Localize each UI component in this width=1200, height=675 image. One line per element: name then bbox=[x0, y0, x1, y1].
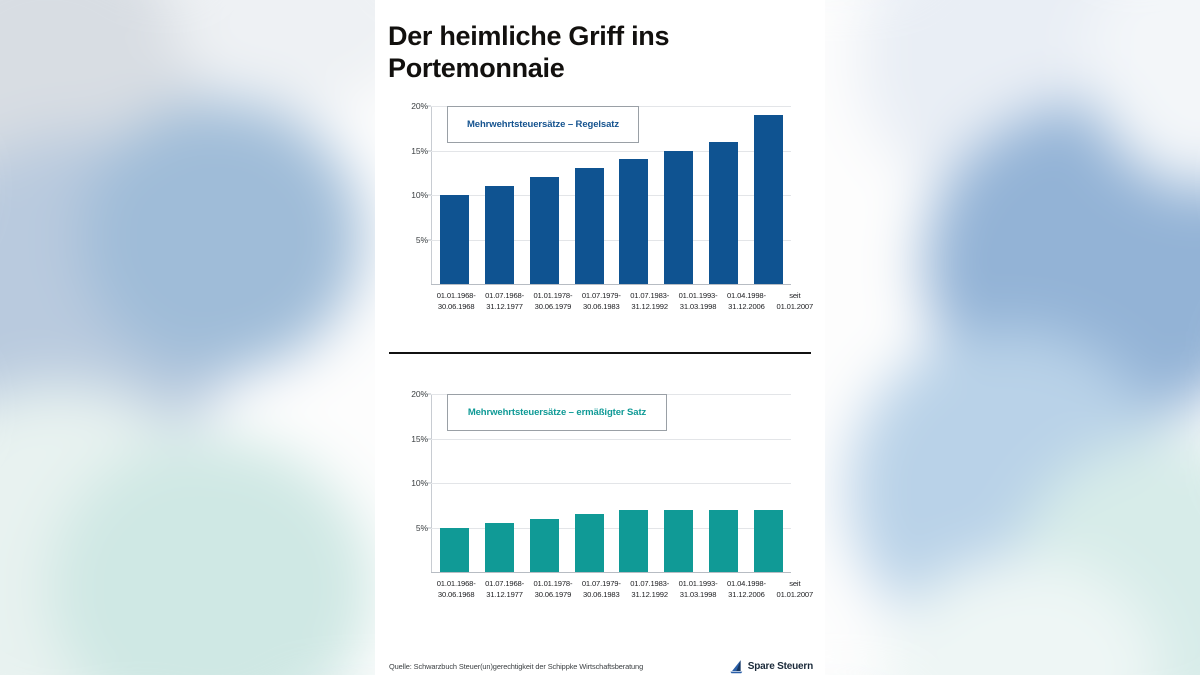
bar[interactable] bbox=[439, 195, 469, 284]
bar-slot bbox=[701, 106, 746, 284]
x-axis-label: 01.01.1978- 30.06.1979 bbox=[533, 291, 573, 311]
bar-slot bbox=[522, 394, 567, 572]
bar-slot bbox=[567, 106, 612, 284]
bar[interactable] bbox=[529, 518, 559, 572]
x-axis-label: 01.01.1978- 30.06.1979 bbox=[533, 579, 573, 599]
bar-slot bbox=[432, 106, 477, 284]
y-tick-label: 15% bbox=[411, 433, 428, 444]
bar-slot bbox=[477, 106, 522, 284]
bar[interactable] bbox=[619, 159, 649, 284]
bar[interactable] bbox=[439, 527, 469, 572]
sail-icon bbox=[730, 659, 743, 673]
bar-slot bbox=[432, 394, 477, 572]
x-axis-label: 01.04.1998- 31.12.2006 bbox=[726, 291, 766, 311]
bar-slot bbox=[746, 394, 791, 572]
footer: Quelle: Schwarzbuch Steuer(un)gerechtigk… bbox=[389, 656, 813, 675]
bar-slot bbox=[701, 394, 746, 572]
x-axis-label: 01.07.1968- 31.12.1977 bbox=[485, 579, 524, 599]
gridline bbox=[431, 483, 791, 484]
bar[interactable] bbox=[709, 509, 739, 572]
x-axis-label: 01.01.1968- 30.06.1968 bbox=[436, 291, 476, 311]
legend-label: Mehrwehrtsteuersätze – Regelsatz bbox=[466, 119, 620, 130]
bar[interactable] bbox=[754, 509, 784, 572]
x-axis bbox=[431, 572, 791, 573]
gridline bbox=[431, 239, 791, 241]
bar[interactable] bbox=[574, 168, 604, 284]
plot-area-regelsatz: 20% 15% 10% 5% bbox=[406, 101, 791, 285]
bar[interactable] bbox=[664, 150, 694, 284]
x-axis-labels-regelsatz: 01.01.1968- 30.06.1968 01.07.1968- 31.12.19… bbox=[432, 291, 819, 313]
bar-series-regelsatz bbox=[432, 106, 791, 284]
bar-slot bbox=[612, 106, 657, 284]
y-tick-mark bbox=[426, 239, 431, 240]
gridline bbox=[431, 195, 791, 196]
x-axis-label: 01.01.1968- 30.06.1968 bbox=[436, 579, 476, 599]
x-axis-label: 01.04.1998- 31.12.2006 bbox=[726, 579, 766, 599]
bar-slot bbox=[477, 394, 522, 572]
gridline bbox=[431, 438, 791, 440]
x-axis-label: 01.07.1983- 31.12.1992 bbox=[630, 291, 670, 311]
y-tick-label: 15% bbox=[411, 145, 428, 156]
y-tick-label: 10% bbox=[411, 190, 428, 200]
y-tick-mark bbox=[426, 482, 431, 484]
bar-slot bbox=[567, 394, 612, 572]
x-axis-label: seit 01.01.2007 bbox=[776, 579, 814, 599]
bar[interactable] bbox=[664, 509, 694, 572]
y-tick-label: 20% bbox=[411, 389, 428, 399]
y-tick-mark bbox=[426, 150, 431, 151]
x-axis-label: 01.07.1968- 31.12.1977 bbox=[485, 291, 524, 311]
bar[interactable] bbox=[529, 177, 559, 284]
gridline bbox=[431, 150, 791, 152]
x-axis-label: 01.01.1993- 31.03.1998 bbox=[678, 579, 718, 599]
chart-regelsatz: 20% 15% 10% 5% Mehrwehrtsteuersätze – Regel… bbox=[375, 98, 825, 326]
y-tick-mark bbox=[426, 393, 431, 395]
y-tick-mark bbox=[426, 105, 431, 107]
bar[interactable] bbox=[484, 523, 514, 572]
x-axis-label: 01.01.1993- 31.03.1998 bbox=[678, 291, 718, 311]
y-tick-mark bbox=[426, 527, 431, 528]
bar-slot bbox=[656, 106, 701, 284]
bar[interactable] bbox=[574, 514, 604, 572]
source-note: Quelle: Schwarzbuch Steuer(un)gerechtigk… bbox=[389, 661, 644, 671]
legend-label: Mehrwehrtsteuersätze – ermäßigter Satz bbox=[467, 407, 647, 418]
x-axis-label: 01.07.1979- 30.06.1983 bbox=[581, 579, 621, 599]
y-tick-label: 5% bbox=[415, 522, 428, 533]
y-tick-label: 10% bbox=[411, 478, 428, 488]
bar[interactable] bbox=[754, 114, 784, 284]
section-divider bbox=[389, 352, 811, 354]
y-tick-label: 5% bbox=[415, 234, 428, 245]
article-card: Der heimliche Griff ins Portemonnaie 20%… bbox=[375, 0, 825, 675]
gridline bbox=[431, 527, 791, 529]
y-tick-label: 20% bbox=[411, 101, 428, 111]
legend-regelsatz: Mehrwehrtsteuersätze – Regelsatz bbox=[447, 106, 639, 143]
bar-slot bbox=[612, 394, 657, 572]
chart-ermaessigter-satz: 20% 15% 10% 5% Mehrwehrtsteuersätze – ermäß… bbox=[375, 386, 825, 614]
bar[interactable] bbox=[619, 509, 649, 572]
brand-logo: Spare Steuern bbox=[729, 659, 813, 674]
bar-series-ermaessigt bbox=[432, 394, 791, 572]
bar[interactable] bbox=[709, 141, 739, 284]
x-axis-labels-ermaessigt: 01.01.1968- 30.06.1968 01.07.1968- 31.12.19… bbox=[432, 579, 819, 601]
y-tick-mark bbox=[426, 194, 431, 196]
bar-slot bbox=[656, 394, 701, 572]
x-axis-label: 01.07.1979- 30.06.1983 bbox=[581, 291, 621, 311]
y-tick-mark bbox=[426, 438, 431, 439]
x-axis-label: seit 01.01.2007 bbox=[776, 291, 814, 311]
x-axis bbox=[431, 284, 791, 285]
x-axis-label: 01.07.1983- 31.12.1992 bbox=[630, 579, 670, 599]
page-title: Der heimliche Griff ins Portemonnaie bbox=[388, 21, 670, 84]
brand-name: Spare Steuern bbox=[747, 660, 813, 672]
plot-area-ermaessigt: 20% 15% 10% 5% bbox=[406, 389, 791, 573]
bar-slot bbox=[522, 106, 567, 284]
bar[interactable] bbox=[484, 186, 514, 284]
bar-slot bbox=[746, 106, 791, 284]
legend-ermaessigter-satz: Mehrwehrtsteuersätze – ermäßigter Satz bbox=[447, 394, 667, 431]
